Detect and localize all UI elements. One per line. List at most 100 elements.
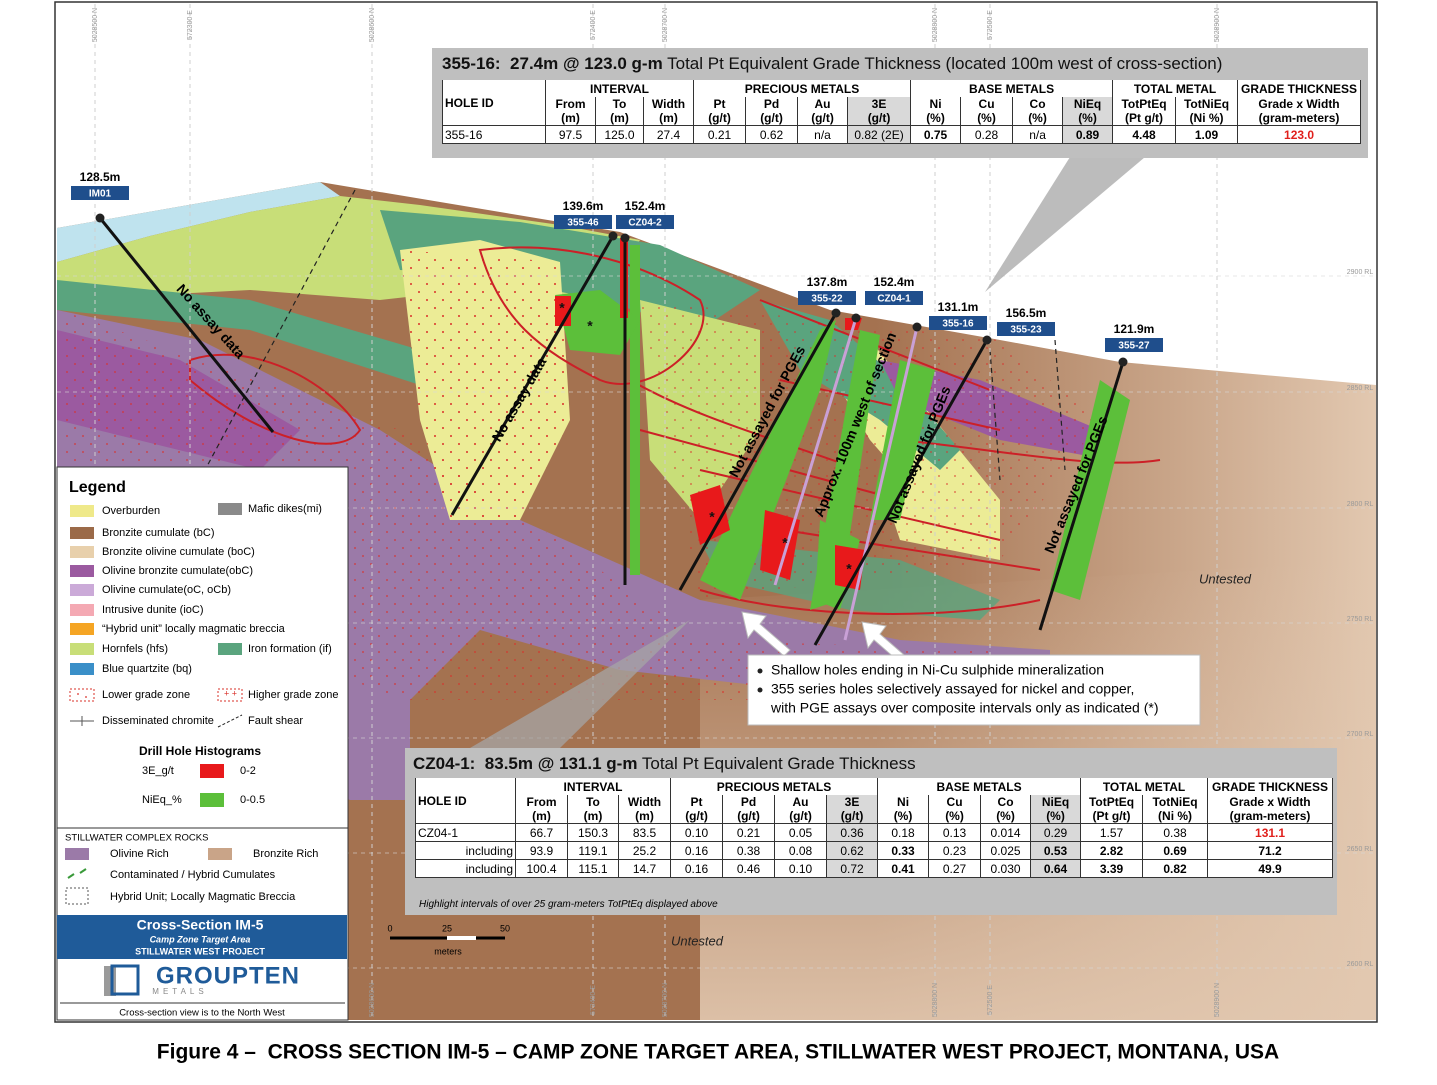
column-header-text: (%) (893, 809, 913, 823)
column-header-text: (g/t) (708, 111, 731, 125)
table-cell: 0.23 (928, 841, 982, 860)
column-header: NiEq (%) (1062, 97, 1114, 126)
column-header-text: TotPtEq (1121, 97, 1167, 111)
table-cell: 0.38 (1142, 823, 1209, 842)
table-cell: 27.4 (642, 125, 695, 144)
column-header-text: (g/t) (737, 809, 760, 823)
column-header-text: Width (627, 795, 662, 809)
legend-symbols-shape (217, 714, 243, 728)
legend-swatch (218, 503, 242, 515)
arrow-shape (741, 611, 791, 657)
group-header: PRECIOUS METALS (693, 80, 912, 97)
hole-label: CZ04-2 (628, 218, 662, 229)
scale-bar: 0 25 50 meters (387, 923, 510, 956)
legend-rocks-shape (65, 887, 89, 905)
scale-unit: meters (434, 946, 462, 956)
table-title-bold: CZ04-1: 83.5m @ 131.1 g-m (413, 754, 638, 773)
scale-tick: 0 (387, 923, 392, 933)
table-cell: 0.75 (910, 125, 962, 144)
column-header: To (m) (595, 97, 644, 126)
column-header-text: (%) (1028, 111, 1047, 125)
table-cell: 0.64 (1030, 859, 1082, 878)
table-cell: 0.28 (960, 125, 1014, 144)
legend-label: Hybrid Unit; Locally Magmatic Breccia (110, 891, 296, 903)
grid-label: 5028600 N (369, 8, 376, 42)
collar (912, 322, 922, 332)
column-header: 3E (g/t) (847, 97, 912, 126)
column-header-text: (m) (635, 809, 654, 823)
legend-label: Intrusive dunite (ioC) (102, 604, 204, 616)
table-cell: 83.5 (617, 823, 672, 842)
column-header-text: TotNiEq (1183, 97, 1230, 111)
data-table: HOLE ID INTERVAL PRECIOUS METALS BASE METAL… (415, 778, 1334, 878)
table-cell: 0.41 (877, 859, 930, 878)
table-cell: 0.014 (980, 823, 1032, 842)
collar (608, 231, 618, 241)
collar (982, 335, 992, 345)
column-header-text: (g/t) (867, 111, 891, 125)
histograms-shape (630, 245, 640, 575)
header-row: From (m) To (m) Width (m) Pt (g/t) Pd (g/t) Au (g/t… (443, 97, 1362, 126)
legend-label: Higher grade zone (248, 689, 339, 701)
column-header: Grade x Width (gram-meters) (1237, 97, 1362, 126)
column-header: Ni (%) (877, 795, 930, 824)
legend-symbols-shape (77, 693, 79, 695)
table-cell: 97.5 (545, 125, 596, 144)
grid-label: 5028800 N (932, 983, 939, 1017)
legend-swatch (70, 584, 94, 596)
rl-label: 2800 RL (1347, 501, 1374, 508)
hole-depth: 156.5m (1006, 306, 1047, 320)
fault-shear-shape (204, 189, 356, 471)
histograms-shape (1050, 380, 1130, 600)
column-header-text: TotPtEq (1088, 795, 1135, 809)
legend-swatch (70, 604, 94, 616)
table-cell: 0.82 (2E) (847, 125, 912, 144)
legend-label: Olivine Rich (110, 848, 169, 860)
table-cell: 0.16 (670, 841, 724, 860)
legend-label: Contaminated / Hybrid Cumulates (110, 869, 276, 881)
table-cell: 123.0 (1237, 125, 1362, 144)
hole-depth: 137.8m (807, 275, 848, 289)
column-header-text: HOLE ID (445, 95, 494, 110)
column-header-text: (m) (561, 111, 580, 125)
hole-label: 355-23 (1010, 325, 1042, 336)
table-cell: 25.2 (617, 841, 672, 860)
column-header-text: Pt (713, 97, 726, 111)
table-cell: 0.030 (980, 859, 1032, 878)
column-header-text: (gram-meters) (1258, 111, 1340, 125)
column-header-text: From (526, 795, 557, 809)
column-header-text: Co (1029, 97, 1046, 111)
legend-rocks-shape (65, 848, 89, 860)
grid-label: 5028500 N (92, 8, 99, 42)
column-header: Pt (g/t) (693, 97, 747, 126)
table-cell: 3.39 (1080, 859, 1144, 878)
table-cell: n/a (797, 125, 849, 144)
legend-label: 0-2 (240, 765, 256, 777)
column-header-text: TotNiEq (1152, 795, 1198, 809)
table-cell: 49.9 (1207, 859, 1334, 878)
column-header-text: (g/t) (685, 809, 708, 823)
column-header: Au (g/t) (797, 97, 849, 126)
column-header-text: (m) (610, 111, 629, 125)
legend-label: Olivine cumulate(oC, oCb) (102, 584, 231, 596)
column-header-text: Grade x Width (1229, 795, 1311, 809)
callout-text: 355 series holes selectively assayed for… (771, 681, 1134, 697)
table-cell: including (415, 859, 516, 878)
fault-shear-shape (1054, 339, 1066, 471)
legend-label: NiEq_% (142, 794, 182, 806)
column-header: HOLE ID (415, 778, 516, 824)
legend-label: Overburden (102, 505, 160, 517)
hole-label: 355-16 (942, 319, 974, 330)
hole-depth: 139.6m (563, 199, 604, 213)
legend-swatch (70, 505, 94, 517)
legend-label: Mafic dikes(mi) (248, 503, 322, 515)
column-header-text: (Pt g/t) (1092, 809, 1131, 823)
legend-swatch (70, 663, 94, 675)
rl-label: 2750 RL (1347, 616, 1374, 623)
histograms-shape (870, 360, 935, 520)
legend-label: Olivine bronzite cumulate(obC) (102, 565, 253, 577)
table-cell: 0.38 (722, 841, 776, 860)
column-header: Cu (%) (928, 795, 982, 824)
untested: Untested (1199, 571, 1252, 586)
column-header: Au (g/t) (774, 795, 828, 824)
